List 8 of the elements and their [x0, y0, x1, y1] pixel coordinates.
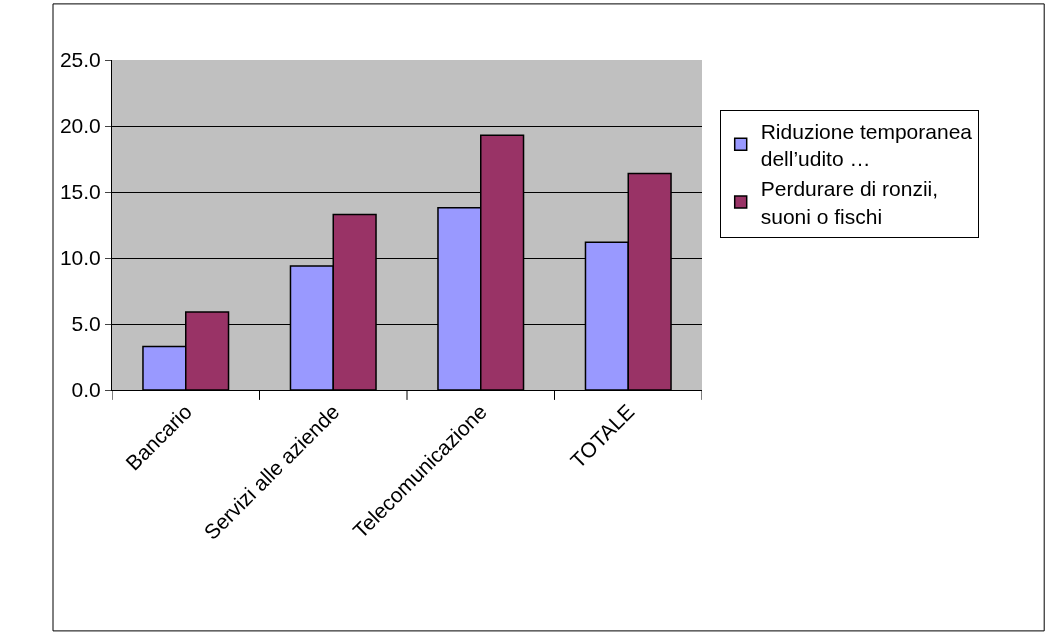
y-tick-label: 20.0 [59, 114, 101, 138]
legend-label: Perdurare di ronzii, suoni o fischi [760, 177, 939, 228]
y-tick-label: 5.0 [71, 312, 101, 336]
legend-label: Riduzione temporanea dell’udito … [760, 119, 973, 171]
y-tick-label: 10.0 [59, 246, 101, 270]
y-tick-label: 25.0 [59, 48, 101, 72]
y-tick-label: 0.0 [71, 378, 101, 402]
y-tick-label: 15.0 [59, 180, 101, 204]
